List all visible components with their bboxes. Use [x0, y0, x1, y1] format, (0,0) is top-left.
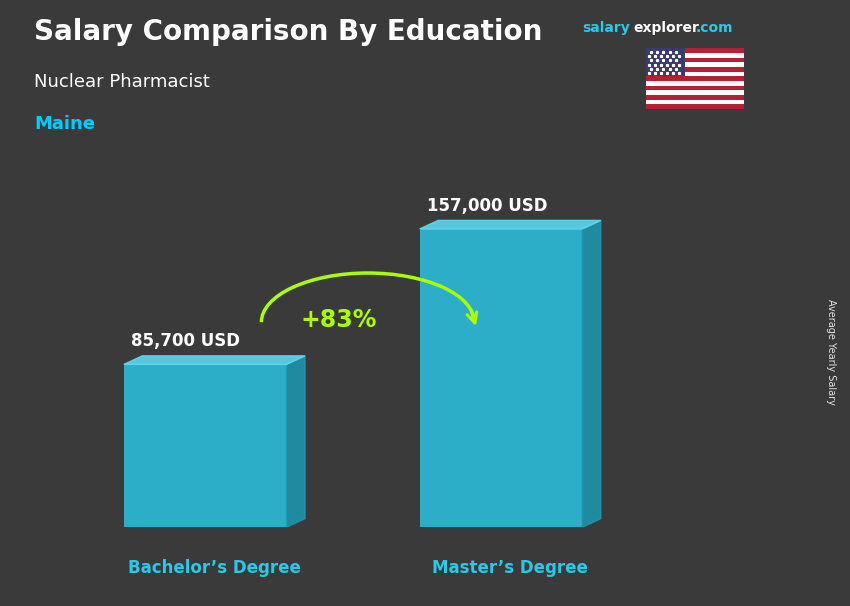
- Bar: [646, 62, 744, 67]
- Polygon shape: [420, 221, 601, 229]
- Bar: [646, 67, 744, 72]
- Bar: [646, 95, 744, 100]
- Bar: [646, 76, 744, 81]
- Polygon shape: [286, 356, 305, 527]
- Text: +83%: +83%: [300, 308, 377, 332]
- Bar: [646, 81, 744, 86]
- Text: Average Yearly Salary: Average Yearly Salary: [826, 299, 836, 404]
- Bar: [646, 104, 744, 109]
- Bar: [646, 100, 744, 104]
- Bar: [646, 53, 744, 58]
- Polygon shape: [124, 356, 305, 364]
- Text: explorer: explorer: [633, 21, 699, 35]
- Text: Maine: Maine: [34, 115, 95, 133]
- Bar: [646, 48, 685, 76]
- Bar: [646, 72, 744, 76]
- Text: Master’s Degree: Master’s Degree: [433, 559, 588, 577]
- Bar: [646, 90, 744, 95]
- Polygon shape: [582, 221, 601, 527]
- Text: Bachelor’s Degree: Bachelor’s Degree: [128, 559, 301, 577]
- Text: 85,700 USD: 85,700 USD: [131, 332, 241, 350]
- Bar: [646, 86, 744, 90]
- FancyBboxPatch shape: [124, 364, 286, 527]
- Text: .com: .com: [695, 21, 733, 35]
- FancyBboxPatch shape: [420, 229, 582, 527]
- Text: Salary Comparison By Education: Salary Comparison By Education: [34, 18, 542, 46]
- Text: Nuclear Pharmacist: Nuclear Pharmacist: [34, 73, 210, 91]
- Text: 157,000 USD: 157,000 USD: [427, 197, 547, 215]
- Text: salary: salary: [582, 21, 630, 35]
- Bar: [646, 58, 744, 62]
- Bar: [646, 48, 744, 53]
